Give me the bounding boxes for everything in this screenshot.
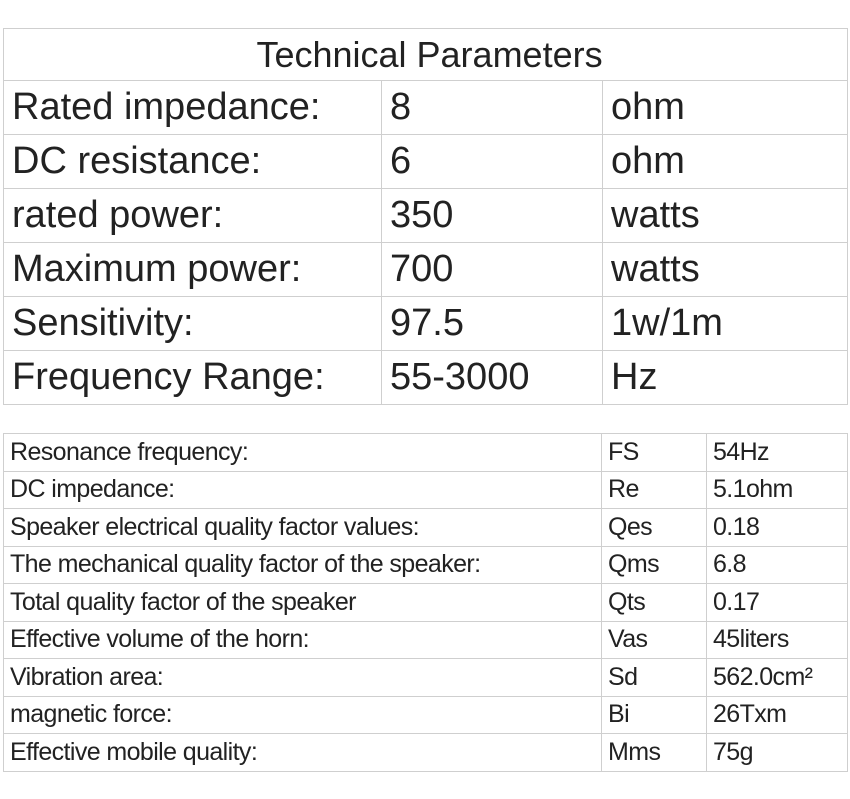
- row-unit: watts: [601, 188, 849, 243]
- table-row: Effective volume of the horn: Vas 45liters: [3, 620, 848, 659]
- table-row: Vibration area: Sd 562.0cm²: [3, 658, 848, 697]
- row-unit: ohm: [601, 80, 849, 135]
- table-row: Total quality factor of the speaker Qts 0.…: [3, 583, 848, 622]
- row-value: 6: [381, 134, 603, 189]
- table-row: Rated impedance: 8 ohm: [3, 80, 849, 135]
- row-label: Frequency Range:: [3, 350, 382, 405]
- row-label: magnetic force:: [3, 695, 602, 734]
- row-unit: 562.0cm²: [706, 658, 848, 697]
- row-label: rated power:: [3, 188, 382, 243]
- row-label: Resonance frequency:: [3, 433, 602, 472]
- row-unit: Hz: [601, 350, 849, 405]
- table-row: Frequency Range: 55-3000 Hz: [3, 350, 849, 405]
- row-label: Total quality factor of the speaker: [3, 583, 602, 622]
- row-label: DC impedance:: [3, 470, 602, 509]
- row-value: Mms: [601, 733, 707, 772]
- row-value: Bi: [601, 695, 707, 734]
- row-value: FS: [601, 433, 707, 472]
- row-label: Vibration area:: [3, 658, 602, 697]
- table-row: Resonance frequency: FS 54Hz: [3, 433, 848, 472]
- row-value: 8: [381, 80, 603, 135]
- row-value: 700: [381, 242, 603, 297]
- table-row: Effective mobile quality: Mms 75g: [3, 733, 848, 772]
- row-unit: 75g: [706, 733, 848, 772]
- row-label: Speaker electrical quality factor values…: [3, 508, 602, 547]
- row-value: Qts: [601, 583, 707, 622]
- row-value: 55-3000: [381, 350, 603, 405]
- table-row: rated power: 350 watts: [3, 188, 849, 243]
- table-row: DC resistance: 6 ohm: [3, 134, 849, 189]
- row-value: Qes: [601, 508, 707, 547]
- table-row: Sensitivity: 97.5 1w/1m: [3, 296, 849, 351]
- table-title: Technical Parameters: [2, 28, 849, 81]
- row-value: Qms: [601, 545, 707, 584]
- row-unit: ohm: [601, 134, 849, 189]
- row-value: Re: [601, 470, 707, 509]
- table-row: The mechanical quality factor of the spe…: [3, 545, 848, 584]
- speaker-parameters-table: Resonance frequency: FS 54Hz DC impedance: R…: [3, 433, 848, 772]
- row-label: Rated impedance:: [3, 80, 382, 135]
- row-label: Effective volume of the horn:: [3, 620, 602, 659]
- table-row: DC impedance: Re 5.1ohm: [3, 470, 848, 509]
- row-label: The mechanical quality factor of the spe…: [3, 545, 602, 584]
- row-unit: 6.8: [706, 545, 848, 584]
- table-row: Maximum power: 700 watts: [3, 242, 849, 297]
- row-label: Maximum power:: [3, 242, 382, 297]
- row-value: Vas: [601, 620, 707, 659]
- row-value: 97.5: [381, 296, 603, 351]
- row-unit: 26Txm: [706, 695, 848, 734]
- row-label: Sensitivity:: [3, 296, 382, 351]
- row-unit: 45liters: [706, 620, 848, 659]
- row-unit: 0.18: [706, 508, 848, 547]
- row-value: 350: [381, 188, 603, 243]
- row-unit: watts: [601, 242, 849, 297]
- row-unit: 1w/1m: [601, 296, 849, 351]
- row-value: Sd: [601, 658, 707, 697]
- table-row: Speaker electrical quality factor values…: [3, 508, 848, 547]
- row-unit: 5.1ohm: [706, 470, 848, 509]
- technical-parameters-table: Technical Parameters Rated impedance: 8 oh…: [2, 28, 849, 405]
- row-unit: 54Hz: [706, 433, 848, 472]
- title-row: Technical Parameters: [2, 28, 849, 81]
- row-label: DC resistance:: [3, 134, 382, 189]
- row-label: Effective mobile quality:: [3, 733, 602, 772]
- table-row: magnetic force: Bi 26Txm: [3, 695, 848, 734]
- row-unit: 0.17: [706, 583, 848, 622]
